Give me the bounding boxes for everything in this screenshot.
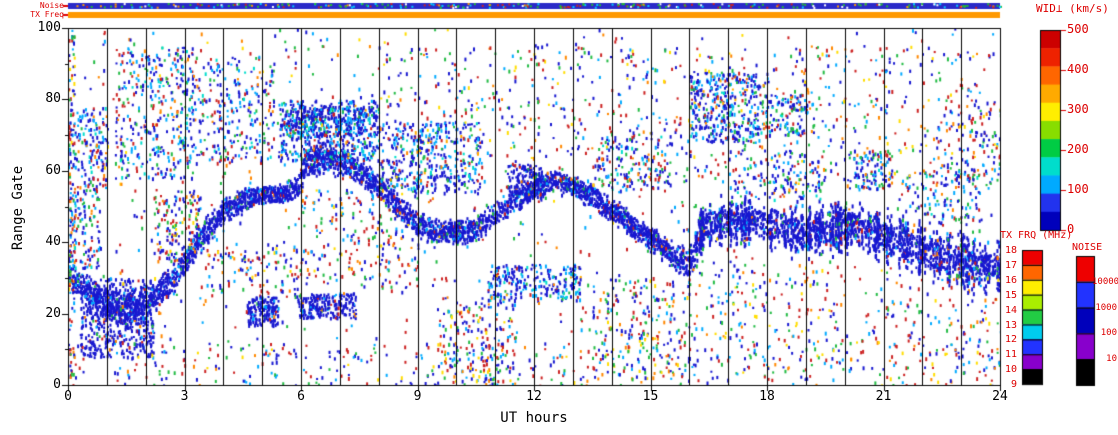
- wid-colorbar-tick-label: 0: [1067, 222, 1075, 236]
- wid-colorbar-title: WID⊥ (km/s): [1036, 2, 1109, 15]
- y-tick-label: 100: [37, 20, 61, 35]
- y-tick-label: 20: [45, 305, 61, 321]
- x-tick-label: 24: [992, 389, 1008, 404]
- x-tick-label: 3: [180, 389, 189, 404]
- txfrq-tick-label: 14: [1004, 304, 1017, 316]
- txfrq-tick-label: 11: [1004, 349, 1017, 361]
- noise-tick-label: 10: [1106, 354, 1117, 365]
- txfrq-legend-title: TX FRQ (MHz): [1000, 230, 1073, 241]
- txfrq-tick-label: 15: [1004, 289, 1017, 301]
- wid-colorbar-tick-label: 200: [1067, 142, 1089, 156]
- txfrq-tick-label: 13: [1004, 319, 1017, 331]
- wid-colorbar-tick-label: 300: [1067, 102, 1089, 116]
- x-tick-label: 21: [875, 389, 892, 404]
- noise-legend-title: NOISE: [1072, 242, 1103, 253]
- noise-tick-label: 100: [1100, 328, 1117, 339]
- x-tick-label: 6: [297, 389, 305, 404]
- txfrq-tick-label: 9: [1010, 379, 1017, 391]
- noise-tick-label: 10000: [1092, 276, 1118, 287]
- txfrq-tick-label: 10: [1004, 364, 1017, 376]
- x-tick-label: 9: [413, 389, 422, 404]
- txfrq-tick-label: 18: [1004, 245, 1017, 256]
- txfrq-tick-label: 12: [1004, 334, 1017, 346]
- txfreq-strip-label: TX Freq: [30, 10, 64, 19]
- wid-colorbar-tick-label: 100: [1067, 182, 1089, 196]
- wid-colorbar-tick-label: 500: [1067, 22, 1089, 36]
- x-axis-title: UT hours: [500, 410, 568, 426]
- x-tick-label: 0: [64, 389, 72, 404]
- txfrq-tick-label: 17: [1004, 259, 1017, 271]
- noise-tick-label: 1000: [1095, 302, 1117, 313]
- wid-colorbar-tick-label: 400: [1067, 62, 1089, 76]
- y-tick-label: 40: [45, 234, 61, 250]
- y-tick-label: 80: [45, 91, 61, 107]
- y-tick-label: 0: [53, 377, 61, 392]
- txfrq-tick-label: 16: [1004, 274, 1017, 286]
- x-tick-label: 12: [526, 389, 542, 404]
- noise-strip-label: Noise: [39, 1, 64, 10]
- y-tick-label: 60: [45, 162, 61, 178]
- x-tick-label: 15: [642, 389, 659, 404]
- x-tick-label: 18: [759, 389, 775, 404]
